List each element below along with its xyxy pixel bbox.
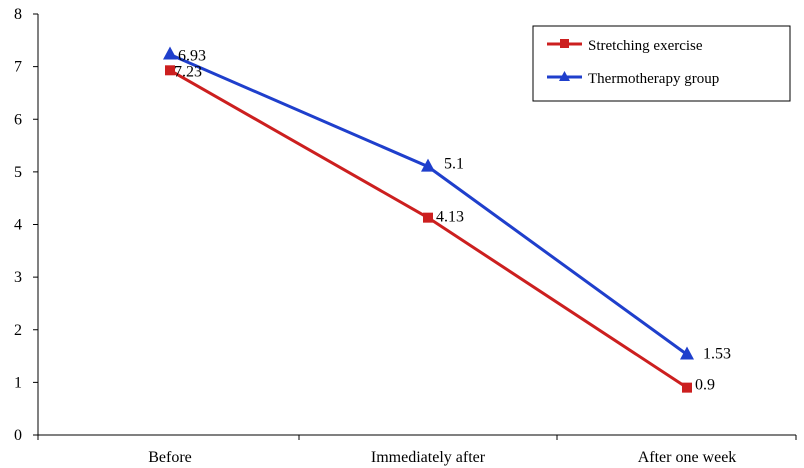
data-label-stretching: 4.13 [436,209,464,226]
x-tick-label: Immediately after [371,449,486,466]
y-tick-label: 4 [14,217,22,234]
data-point-stretching [423,212,433,223]
x-tick-label: After one week [638,449,737,466]
legend: Stretching exercise Thermotherapy group [532,25,791,102]
legend-marker-thermotherapy [559,71,570,81]
y-tick-label: 2 [14,322,22,339]
data-label-thermotherapy: 5.1 [444,156,464,173]
data-labels: 7.23 4.13 0.9 6.93 5.1 1.53 [174,48,731,394]
series-layer [163,46,694,393]
data-point-thermotherapy [421,158,435,172]
data-point-thermotherapy [680,346,694,360]
y-tick-label: 6 [14,111,22,128]
x-tick-label: Before [148,449,192,466]
y-tick-label: 3 [14,269,22,286]
y-tick-label: 7 [14,59,22,76]
legend-marker-stretching [560,39,569,48]
y-tick-label: 8 [14,6,22,23]
data-label-thermotherapy: 1.53 [703,345,731,362]
y-tick-label: 5 [14,164,22,181]
data-point-stretching [165,65,175,76]
data-label-stretching: 7.23 [174,63,202,80]
y-tick-label: 1 [14,374,22,391]
axes: 0 1 2 3 4 5 6 7 8 Before Immediately after After on… [14,6,797,466]
legend-label-stretching: Stretching exercise [588,38,703,54]
data-point-stretching [682,382,692,393]
y-tick-label: 0 [14,427,22,444]
series-line-stretching [169,69,688,389]
data-point-thermotherapy [163,46,177,60]
legend-label-thermotherapy: Thermotherapy group [588,71,719,87]
data-label-stretching: 0.9 [695,377,715,394]
legend-box [532,25,791,102]
data-label-thermotherapy: 6.93 [178,48,206,65]
